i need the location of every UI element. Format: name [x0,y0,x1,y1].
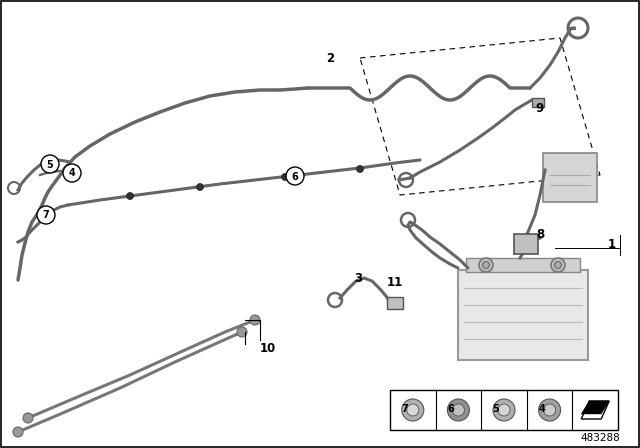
Circle shape [356,165,364,172]
Circle shape [554,262,561,268]
Text: 2: 2 [326,52,334,65]
Text: 1: 1 [608,238,616,251]
Bar [390,390,618,430]
Text: 7: 7 [401,404,408,414]
FancyBboxPatch shape [387,297,403,309]
Circle shape [23,413,33,423]
Circle shape [551,258,565,272]
Circle shape [479,258,493,272]
Text: 6: 6 [292,172,298,181]
Circle shape [41,155,59,173]
Bar [466,258,580,272]
Text: 6: 6 [447,404,454,414]
Circle shape [493,399,515,421]
Circle shape [543,404,556,416]
Circle shape [539,399,561,421]
Circle shape [282,173,289,181]
Text: 5: 5 [493,404,499,414]
Circle shape [483,262,490,268]
Circle shape [37,206,55,224]
Circle shape [127,193,134,199]
FancyBboxPatch shape [514,234,538,254]
Circle shape [447,399,469,421]
Text: 5: 5 [47,159,53,169]
Text: 4: 4 [538,404,545,414]
Text: 8: 8 [536,228,544,241]
Text: 11: 11 [387,276,403,289]
Circle shape [407,404,419,416]
Circle shape [63,164,81,182]
Text: 7: 7 [43,211,49,220]
Text: 4: 4 [68,168,76,178]
Circle shape [250,315,260,325]
Polygon shape [581,401,609,419]
Text: 9: 9 [536,102,544,115]
Circle shape [196,184,204,190]
Text: 3: 3 [354,271,362,284]
Circle shape [13,427,23,437]
Circle shape [452,404,465,416]
Polygon shape [581,401,609,414]
FancyBboxPatch shape [543,153,597,202]
Circle shape [237,327,247,337]
Text: 10: 10 [260,341,276,354]
Circle shape [402,399,424,421]
FancyBboxPatch shape [532,98,544,107]
Bar [458,270,588,360]
Circle shape [286,167,304,185]
Circle shape [498,404,510,416]
Text: 483288: 483288 [580,433,620,443]
